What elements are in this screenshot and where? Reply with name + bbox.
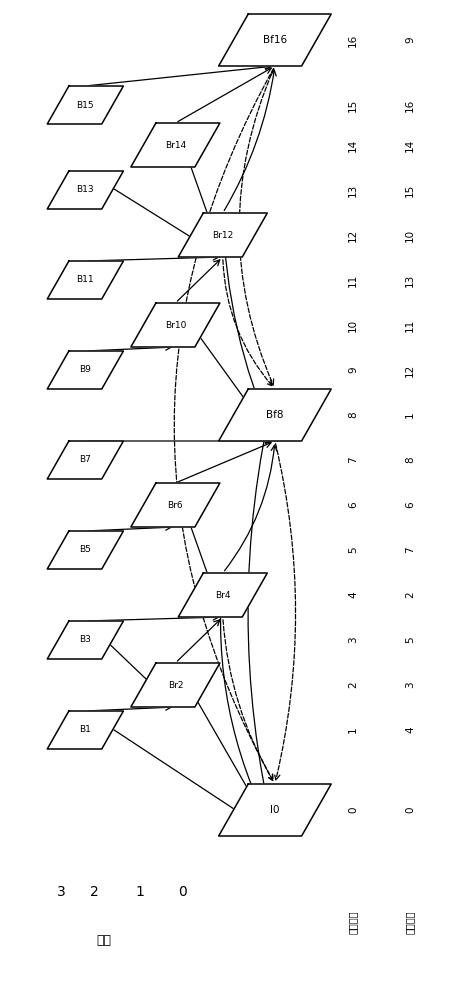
Text: B13: B13: [76, 186, 94, 194]
Polygon shape: [47, 621, 123, 659]
Text: 6: 6: [348, 502, 358, 508]
Text: 11: 11: [348, 273, 358, 287]
Polygon shape: [47, 86, 123, 124]
Polygon shape: [47, 171, 123, 209]
Text: 7: 7: [348, 457, 358, 463]
Polygon shape: [178, 213, 267, 257]
Text: 2: 2: [348, 682, 358, 688]
Text: 0: 0: [348, 807, 358, 813]
Text: B1: B1: [79, 726, 91, 734]
Text: 6: 6: [405, 502, 415, 508]
Text: B5: B5: [79, 546, 91, 554]
Text: 15: 15: [348, 98, 358, 112]
Polygon shape: [131, 123, 220, 167]
Text: 編碼順序: 編碼順序: [405, 910, 415, 934]
Text: Br14: Br14: [165, 140, 186, 149]
Text: 16: 16: [405, 98, 415, 112]
Text: 16: 16: [348, 33, 358, 47]
Text: 7: 7: [405, 547, 415, 553]
Text: 3: 3: [405, 682, 415, 688]
Text: I0: I0: [270, 805, 280, 815]
Text: 11: 11: [405, 318, 415, 332]
Text: 14: 14: [348, 138, 358, 152]
Text: 0: 0: [405, 807, 415, 813]
Text: 0: 0: [178, 885, 187, 899]
Text: B7: B7: [79, 456, 91, 464]
Text: Br12: Br12: [212, 231, 233, 239]
Text: 5: 5: [405, 637, 415, 643]
Text: 9: 9: [405, 37, 415, 43]
Text: B15: B15: [76, 101, 94, 109]
Text: 12: 12: [348, 228, 358, 242]
Text: Br4: Br4: [215, 590, 230, 599]
Polygon shape: [47, 711, 123, 749]
Text: 2: 2: [405, 592, 415, 598]
Polygon shape: [219, 389, 331, 441]
Text: 1: 1: [405, 412, 415, 418]
Text: 4: 4: [348, 592, 358, 598]
Polygon shape: [131, 483, 220, 527]
Text: 層次: 層次: [97, 934, 112, 946]
Text: 4: 4: [405, 727, 415, 733]
Text: 2: 2: [91, 885, 99, 899]
Polygon shape: [47, 531, 123, 569]
Polygon shape: [219, 14, 331, 66]
Text: 14: 14: [405, 138, 415, 152]
Text: 12: 12: [405, 363, 415, 377]
Text: 1: 1: [348, 727, 358, 733]
Text: 顯示順序: 顯示順序: [348, 910, 358, 934]
Polygon shape: [47, 441, 123, 479]
Text: 8: 8: [405, 457, 415, 463]
Text: Bf16: Bf16: [263, 35, 287, 45]
Text: Br6: Br6: [168, 500, 183, 510]
Polygon shape: [131, 663, 220, 707]
Text: Br10: Br10: [164, 320, 186, 330]
Polygon shape: [47, 261, 123, 299]
Polygon shape: [47, 351, 123, 389]
Text: 10: 10: [405, 228, 415, 242]
Text: 3: 3: [57, 885, 66, 899]
Polygon shape: [131, 303, 220, 347]
Polygon shape: [178, 573, 267, 617]
Text: 8: 8: [348, 412, 358, 418]
Text: 5: 5: [348, 547, 358, 553]
Polygon shape: [219, 784, 331, 836]
Text: 15: 15: [405, 183, 415, 197]
Text: 13: 13: [348, 183, 358, 197]
Text: Bf8: Bf8: [266, 410, 283, 420]
Text: 10: 10: [348, 318, 358, 332]
Text: 9: 9: [348, 367, 358, 373]
Text: 13: 13: [405, 273, 415, 287]
Text: B11: B11: [76, 275, 94, 284]
Text: 1: 1: [136, 885, 144, 899]
Text: B9: B9: [79, 365, 91, 374]
Text: 3: 3: [348, 637, 358, 643]
Text: B3: B3: [79, 636, 91, 645]
Text: Br2: Br2: [168, 680, 183, 690]
